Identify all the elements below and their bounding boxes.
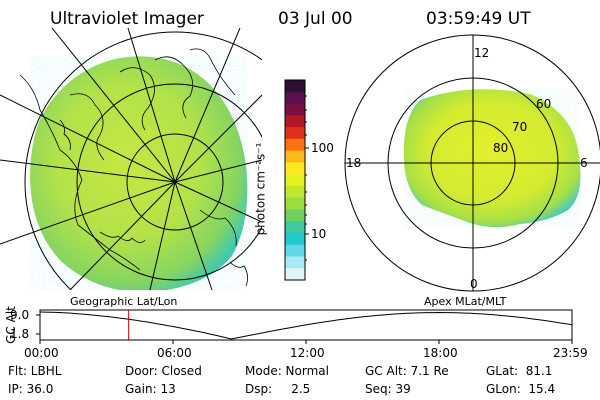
colorbar-tick-100: 100	[311, 141, 334, 155]
time-tick-2359: 23:59	[553, 346, 588, 360]
altitude-tick-1-8: 1.8	[10, 327, 30, 341]
status-ip: IP: 36.0	[8, 382, 54, 396]
date-label: 03 Jul 00	[278, 9, 353, 29]
colorbar-swatch	[285, 115, 305, 128]
colorbar-swatch	[285, 138, 305, 152]
status-glon: GLon: 15.4	[486, 382, 556, 396]
colorbar-swatch	[285, 232, 305, 246]
colorbar-swatch	[285, 80, 305, 93]
colorbar-swatch	[285, 185, 305, 199]
time-label: 03:59:49 UT	[426, 9, 531, 29]
status-gain: Gain: 13	[125, 382, 176, 396]
mlat-label-80: 80	[493, 141, 509, 155]
status-dsp: Dsp: 2.5	[245, 382, 311, 396]
mlt-label-18: 18	[346, 156, 362, 170]
colorbar-swatch	[285, 162, 305, 175]
colorbar-swatch	[285, 221, 305, 234]
colorbar-unit-label: photon cm⁻²s⁻¹	[253, 142, 268, 236]
colorbar-swatch	[285, 197, 305, 211]
altitude-tick-9: 9.0	[10, 308, 30, 322]
status-glat: GLat: 81.1	[486, 364, 553, 378]
status-seq: Seq: 39	[365, 382, 411, 396]
colorbar-swatch	[285, 103, 305, 116]
altitude-plot	[36, 309, 573, 344]
mlt-label-0: 0	[470, 277, 478, 291]
colorbar-swatch	[285, 256, 305, 269]
colorbar-swatch	[285, 268, 305, 281]
status-flt: Flt: LBHL	[8, 364, 62, 378]
geographic-image	[0, 28, 262, 290]
colorbar	[284, 79, 309, 281]
time-tick-1200: 12:00	[290, 346, 325, 360]
time-tick-0600: 06:00	[157, 346, 192, 360]
left-panel-caption: Geographic Lat/Lon	[70, 295, 178, 308]
colorbar-swatch	[285, 127, 305, 140]
colorbar-swatch	[285, 150, 305, 163]
time-tick-0000: 00:00	[24, 346, 59, 360]
right-panel-caption: Apex MLat/MLT	[424, 295, 507, 308]
colorbar-swatch	[285, 209, 305, 222]
mlat-label-60: 60	[536, 97, 552, 111]
colorbar-tick-10: 10	[311, 227, 327, 241]
mlat-mlt-plot	[344, 34, 600, 292]
instrument-title: Ultraviolet Imager	[50, 9, 204, 29]
mlt-label-12: 12	[474, 46, 490, 60]
mlat-label-70: 70	[512, 120, 528, 134]
status-gc-alt: GC Alt: 7.1 Re	[365, 364, 449, 378]
colorbar-swatch	[285, 91, 305, 105]
time-tick-1800: 18:00	[423, 346, 458, 360]
colorbar-swatch	[285, 174, 305, 187]
status-mode: Mode: Normal	[245, 364, 329, 378]
mlt-label-6: 6	[580, 156, 588, 170]
status-door: Door: Closed	[125, 364, 202, 378]
colorbar-swatch	[285, 244, 305, 258]
